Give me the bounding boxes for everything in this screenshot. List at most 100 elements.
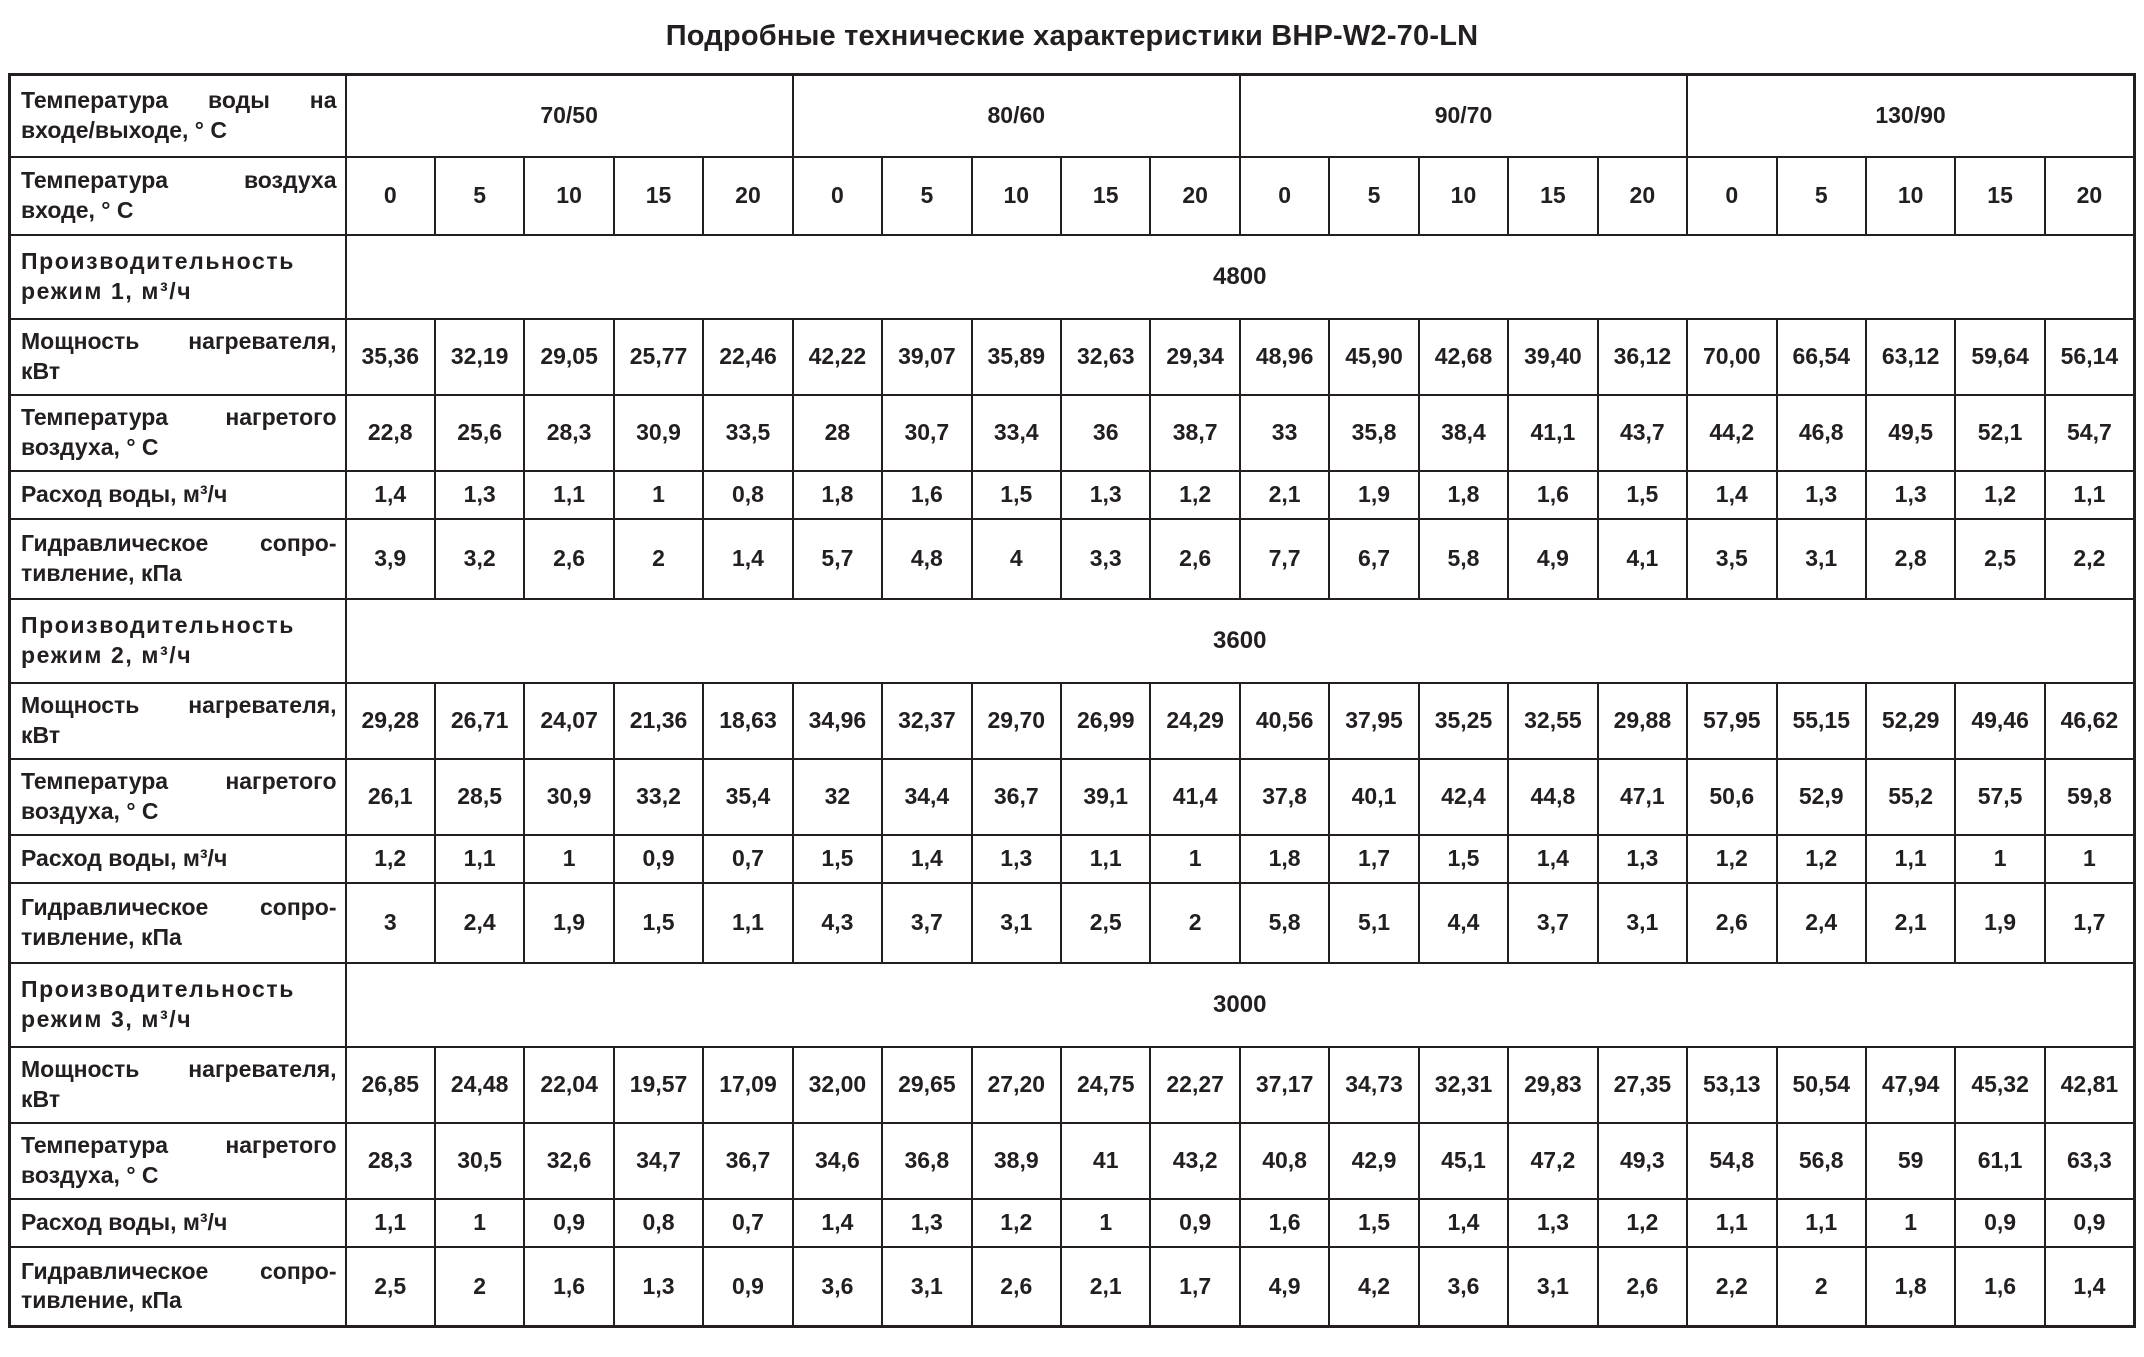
air-temp-value: 0 [791,155,884,236]
heater-power-value: 29,88 [1596,681,1689,760]
hydraulic-resistance-value: 3,2 [433,517,526,600]
row-label-heater-power: Мощность нагревателя, кВт [8,1045,347,1124]
heated-air-temp-value: 56,8 [1775,1121,1867,1200]
water-flow-value: 1,1 [523,469,615,520]
heater-power-value: 53,13 [1686,1045,1778,1124]
row-heated-air-temp-mode2: Температура нагретого воздуха, ° С 26,1 2… [8,757,2136,836]
heater-power-value: 48,96 [1238,317,1331,396]
heated-air-temp-value: 34,7 [612,1121,705,1200]
hydraulic-resistance-value: 2,6 [1596,1245,1689,1328]
heater-power-value: 35,36 [344,317,436,396]
row-water-flow-mode2: Расход воды, м³/ч 1,2 1,1 1 0,9 0,7 1,5 1,4 1,3… [8,833,2136,884]
row-label-heater-power: Мощность нагревателя, кВт [8,681,347,760]
water-flow-value: 1,8 [1238,833,1331,884]
hydraulic-resistance-value: 1,6 [1954,1245,2046,1328]
heater-power-value: 25,77 [612,317,705,396]
heater-power-value: 63,12 [1864,317,1957,396]
water-flow-value: 1,1 [1686,1197,1778,1248]
hydraulic-resistance-value: 2,8 [1864,517,1957,600]
hydraulic-resistance-value: 2,6 [1686,881,1778,964]
row-label-heater-power: Мощность нагревателя, кВт [8,317,347,396]
hydraulic-resistance-value: 1,5 [612,881,705,964]
water-flow-value: 1,1 [344,1197,436,1248]
heated-air-temp-value: 49,3 [1596,1121,1689,1200]
heated-air-temp-value: 34,4 [881,757,973,836]
water-flow-value: 1,2 [1149,469,1241,520]
heater-power-value: 59,64 [1954,317,2046,396]
hydraulic-resistance-value: 4,9 [1238,1245,1331,1328]
heated-air-temp-value: 42,4 [1417,757,1510,836]
hydraulic-resistance-value: 1,9 [1954,881,2046,964]
water-flow-value: 0,9 [612,833,705,884]
hydraulic-resistance-value: 1,8 [1864,1245,1957,1328]
heated-air-temp-value: 35,4 [702,757,794,836]
heater-power-value: 29,83 [1507,1045,1599,1124]
heated-air-temp-value: 55,2 [1864,757,1957,836]
row-label-air-temp: Температура воздуха входе, ° С [8,155,347,236]
heated-air-temp-value: 41,1 [1507,393,1599,472]
row-label-capacity-mode1: Производительность режим 1, м³/ч [8,233,347,320]
heated-air-temp-value: 40,8 [1238,1121,1331,1200]
heated-air-temp-value: 54,8 [1686,1121,1778,1200]
hydraulic-resistance-value: 2,1 [1059,1245,1152,1328]
row-hydraulic-resistance-mode1: Гидравлическое сопро-тивление, кПа 3,9 3,… [8,517,2136,600]
row-capacity-mode3: Производительность режим 3, м³/ч 3000 [8,961,2136,1048]
capacity-mode1-value: 4800 [344,233,2136,320]
heated-air-temp-value: 35,8 [1328,393,1420,472]
heater-power-value: 27,35 [1596,1045,1689,1124]
hydraulic-resistance-value: 2 [1775,1245,1867,1328]
heated-air-temp-value: 28,5 [433,757,526,836]
heater-power-value: 37,95 [1328,681,1420,760]
heated-air-temp-value: 37,8 [1238,757,1331,836]
water-flow-value: 1,8 [1417,469,1510,520]
heated-air-temp-value: 50,6 [1686,757,1778,836]
hydraulic-resistance-value: 2 [1149,881,1241,964]
water-flow-value: 1,4 [881,833,973,884]
water-flow-value: 0,8 [702,469,794,520]
hydraulic-resistance-value: 1,4 [2043,1245,2136,1328]
heater-power-value: 24,29 [1149,681,1241,760]
hydraulic-resistance-value: 3,5 [1686,517,1778,600]
heated-air-temp-value: 44,2 [1686,393,1778,472]
air-temp-value: 15 [1507,155,1599,236]
hydraulic-resistance-value: 3,3 [1059,517,1152,600]
hydraulic-resistance-value: 4,9 [1507,517,1599,600]
heater-power-value: 55,15 [1775,681,1867,760]
heated-air-temp-value: 36,7 [970,757,1063,836]
heater-power-value: 45,90 [1328,317,1420,396]
hydraulic-resistance-value: 7,7 [1238,517,1331,600]
heater-power-value: 47,94 [1864,1045,1957,1124]
water-flow-value: 1 [523,833,615,884]
water-flow-value: 1,9 [1328,469,1420,520]
heated-air-temp-value: 63,3 [2043,1121,2136,1200]
hydraulic-resistance-value: 4 [970,517,1063,600]
hydraulic-resistance-value: 3,1 [881,1245,973,1328]
capacity-mode3-value: 3000 [344,961,2136,1048]
heated-air-temp-value: 33,4 [970,393,1063,472]
heated-air-temp-value: 59,8 [2043,757,2136,836]
row-label-water-flow: Расход воды, м³/ч [8,1197,347,1248]
row-heater-power-mode2: Мощность нагревателя, кВт 29,28 26,71 24,0… [8,681,2136,760]
water-temp-group: 130/90 [1686,73,2136,158]
hydraulic-resistance-value: 3,6 [1417,1245,1510,1328]
water-flow-value: 1 [612,469,705,520]
hydraulic-resistance-value: 2,2 [2043,517,2136,600]
heated-air-temp-value: 36,8 [881,1121,973,1200]
heater-power-value: 32,55 [1507,681,1599,760]
heater-power-value: 29,65 [881,1045,973,1124]
heated-air-temp-value: 33,2 [612,757,705,836]
hydraulic-resistance-value: 3,7 [1507,881,1599,964]
heater-power-value: 19,57 [612,1045,705,1124]
row-heater-power-mode1: Мощность нагревателя, кВт 35,36 32,19 29,0… [8,317,2136,396]
water-flow-value: 1,4 [791,1197,884,1248]
air-temp-value: 15 [612,155,705,236]
heated-air-temp-value: 45,1 [1417,1121,1510,1200]
heated-air-temp-value: 34,6 [791,1121,884,1200]
water-flow-value: 0,7 [702,1197,794,1248]
heater-power-value: 32,63 [1059,317,1152,396]
air-temp-value: 15 [1954,155,2046,236]
heated-air-temp-value: 38,7 [1149,393,1241,472]
water-flow-value: 1,1 [1059,833,1152,884]
heater-power-value: 18,63 [702,681,794,760]
heated-air-temp-value: 26,1 [344,757,436,836]
